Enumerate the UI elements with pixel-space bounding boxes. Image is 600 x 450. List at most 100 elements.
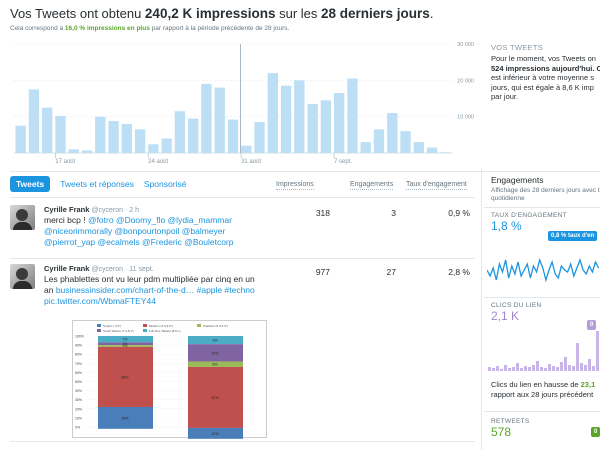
tweet-tabs: Tweets Tweets et réponses Sponsorisé xyxy=(10,176,186,192)
impressions-bar[interactable] xyxy=(201,83,212,153)
x-tick-label: 31 août xyxy=(241,159,261,165)
retweets-value: 578 xyxy=(491,425,512,439)
hashtag-links[interactable]: #apple #techno xyxy=(194,285,255,295)
embed-segment-label: 66% xyxy=(121,375,128,379)
clicks-bar xyxy=(516,363,519,371)
impressions-bar[interactable] xyxy=(214,87,225,153)
clicks-bar xyxy=(508,368,511,371)
column-engagements[interactable]: Engagements xyxy=(350,181,394,190)
embed-segment xyxy=(98,406,153,429)
impressions-bar[interactable] xyxy=(241,145,252,153)
embed-tick-label: 0% xyxy=(75,426,80,430)
impressions-bar[interactable] xyxy=(334,93,345,153)
impressions-bar[interactable] xyxy=(108,121,119,153)
embed-segment-label: 12% xyxy=(211,432,218,436)
impressions-bar[interactable] xyxy=(413,142,424,153)
mention-links[interactable]: @pierrot_yap @ecalmels @Frederic @Boulet… xyxy=(44,237,234,247)
tweet-impressions: 318 xyxy=(315,208,330,218)
impressions-bar[interactable] xyxy=(174,111,186,153)
avatar[interactable] xyxy=(10,264,35,289)
impressions-bar[interactable] xyxy=(307,103,318,153)
impressions-bar[interactable] xyxy=(254,122,265,153)
impressions-bar[interactable] xyxy=(400,131,411,153)
tweet-image[interactable]: Small (< 3.5") Medium (3.5-4.9") Phablet… xyxy=(72,320,267,439)
impressions-bar[interactable] xyxy=(15,125,26,153)
impressions-bar[interactable] xyxy=(188,118,199,153)
clicks-bar xyxy=(560,362,563,371)
impressions-bar[interactable] xyxy=(426,147,438,153)
impressions-bar[interactable] xyxy=(440,152,451,153)
impressions-bar[interactable] xyxy=(227,119,239,153)
clicks-bar xyxy=(564,357,567,371)
impressions-bar[interactable] xyxy=(55,115,66,153)
link-clicks-label: CLICS DU LIEN xyxy=(491,302,542,309)
clicks-bar xyxy=(524,366,527,371)
tweet-engagements: 3 xyxy=(391,208,396,218)
tweet-row[interactable]: Cyrille Frank @cyceron · 2 h merci bcp ! … xyxy=(10,205,475,255)
column-impressions[interactable]: Impressions xyxy=(276,181,314,190)
comparison-subline: Cela correspond à 16,0 % impressions en … xyxy=(10,25,290,32)
article-link[interactable]: businessinsider.com/chart-of-the-d… xyxy=(55,285,195,295)
clicks-bar xyxy=(488,367,491,371)
clicks-bar xyxy=(568,365,571,371)
clicks-bar xyxy=(584,365,587,371)
clicks-bar xyxy=(540,367,543,371)
embed-tick-label: 90% xyxy=(75,344,82,348)
engagement-rate-value: 1,8 % xyxy=(491,219,522,233)
embed-tick-label: 10% xyxy=(75,416,82,420)
mention-links[interactable]: @fotro @Doomy_flo @lydia_mammar xyxy=(87,215,232,225)
impressions-bar[interactable] xyxy=(387,113,398,153)
tab-tweets[interactable]: Tweets xyxy=(10,176,51,192)
retweets-label: RETWEETS xyxy=(491,418,530,425)
impressions-bar[interactable] xyxy=(134,129,146,153)
impressions-bar[interactable] xyxy=(81,150,93,153)
clicks-bar xyxy=(532,365,535,371)
clicks-bar xyxy=(500,369,503,371)
impressions-bar[interactable] xyxy=(373,129,385,153)
tweet-row[interactable]: Cyrille Frank @cyceron · 11 sept. Les pha… xyxy=(10,264,475,314)
embed-segment-label: 6% xyxy=(212,363,217,367)
tab-tweets-replies[interactable]: Tweets et réponses xyxy=(60,179,134,189)
impressions-bar[interactable] xyxy=(360,142,371,153)
column-engagement-rate[interactable]: Taux d'engagement xyxy=(406,181,467,190)
impressions-bar[interactable] xyxy=(161,138,172,153)
clicks-bar xyxy=(492,368,495,371)
embed-tick-label: 70% xyxy=(75,362,82,366)
engagements-subtitle: Affichage des 28 derniers jours avec t qu… xyxy=(491,187,600,202)
avatar[interactable] xyxy=(10,205,35,230)
impressions-bar[interactable] xyxy=(42,107,53,153)
impressions-bar[interactable] xyxy=(68,149,79,153)
mention-links[interactable]: @niceorimmorally @bonpourtonpoil @balmey… xyxy=(44,226,226,236)
impressions-bar-chart: 10 000 20 000 30 000 17 août 24 août 31 août 7… xyxy=(14,42,474,165)
x-tick-label: 17 août xyxy=(55,159,75,165)
impressions-bar[interactable] xyxy=(28,89,40,153)
clicks-bar xyxy=(588,359,591,371)
clicks-bar xyxy=(592,366,595,371)
embed-tick-label: 100% xyxy=(75,335,84,339)
embed-segment xyxy=(188,361,243,367)
clicks-bar xyxy=(536,361,539,371)
impressions-bar[interactable] xyxy=(294,80,305,153)
tweet-author[interactable]: Cyrille Frank @cyceron · 11 sept. xyxy=(44,264,154,273)
svg-text:Small Tablets (7.0-8.4"): Small Tablets (7.0-8.4") xyxy=(103,329,134,333)
picture-link[interactable]: pic.twitter.com/WbmaFTEY44 xyxy=(44,296,156,306)
embed-segment-label: 3% xyxy=(122,342,127,346)
tweet-text: merci bcp ! @fotro @Doomy_flo @lydia_mam… xyxy=(44,215,234,247)
impressions-bar[interactable] xyxy=(121,123,132,153)
impressions-bar[interactable] xyxy=(267,73,278,153)
impressions-bar[interactable] xyxy=(95,116,106,153)
clicks-bar xyxy=(572,366,575,371)
clicks-bar xyxy=(504,365,507,371)
tab-sponsored[interactable]: Sponsorisé xyxy=(143,179,187,189)
impressions-bar[interactable] xyxy=(280,85,292,153)
impressions-bar[interactable] xyxy=(347,78,358,153)
x-tick-label: 7 sept. xyxy=(334,159,352,165)
impressions-bar[interactable] xyxy=(320,100,332,153)
tweet-author[interactable]: Cyrille Frank @cyceron · 2 h xyxy=(44,205,140,214)
page-headline: Vos Tweets ont obtenu 240,2 K impression… xyxy=(10,6,434,21)
clicks-bar xyxy=(556,367,559,371)
clicks-bar xyxy=(544,368,547,371)
impressions-bar[interactable] xyxy=(148,144,159,153)
x-tick-label: 24 août xyxy=(148,159,168,165)
y-tick-label: 10 000 xyxy=(457,115,474,121)
